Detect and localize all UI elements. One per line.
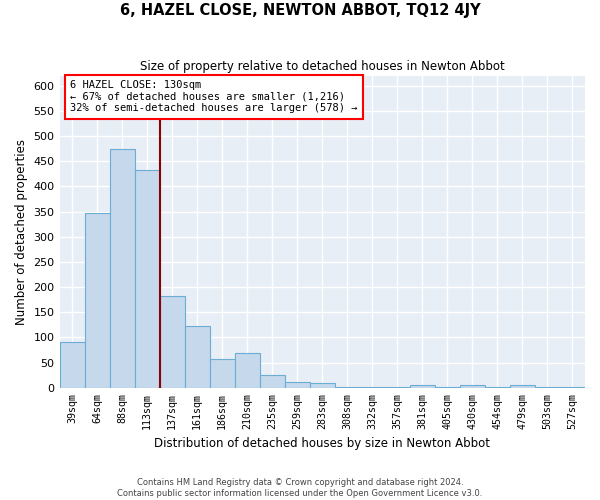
Bar <box>535 387 560 388</box>
Bar <box>560 387 585 388</box>
Bar <box>385 387 410 388</box>
Bar <box>360 387 385 388</box>
Y-axis label: Number of detached properties: Number of detached properties <box>15 138 28 324</box>
Bar <box>209 358 235 388</box>
Bar <box>85 212 110 388</box>
Bar <box>460 386 485 388</box>
Bar <box>110 149 134 388</box>
Bar <box>185 326 209 388</box>
Bar <box>510 386 535 388</box>
Bar <box>435 387 460 388</box>
Text: 6, HAZEL CLOSE, NEWTON ABBOT, TQ12 4JY: 6, HAZEL CLOSE, NEWTON ABBOT, TQ12 4JY <box>119 2 481 18</box>
Bar <box>310 384 335 388</box>
X-axis label: Distribution of detached houses by size in Newton Abbot: Distribution of detached houses by size … <box>154 437 490 450</box>
Bar <box>160 296 185 388</box>
Text: 6 HAZEL CLOSE: 130sqm
← 67% of detached houses are smaller (1,216)
32% of semi-d: 6 HAZEL CLOSE: 130sqm ← 67% of detached … <box>70 80 358 114</box>
Bar <box>235 352 260 388</box>
Text: Contains HM Land Registry data © Crown copyright and database right 2024.
Contai: Contains HM Land Registry data © Crown c… <box>118 478 482 498</box>
Bar <box>335 387 360 388</box>
Bar <box>260 375 285 388</box>
Title: Size of property relative to detached houses in Newton Abbot: Size of property relative to detached ho… <box>140 60 505 73</box>
Bar <box>410 386 435 388</box>
Bar <box>134 170 160 388</box>
Bar <box>285 382 310 388</box>
Bar <box>59 342 85 388</box>
Bar <box>485 387 510 388</box>
